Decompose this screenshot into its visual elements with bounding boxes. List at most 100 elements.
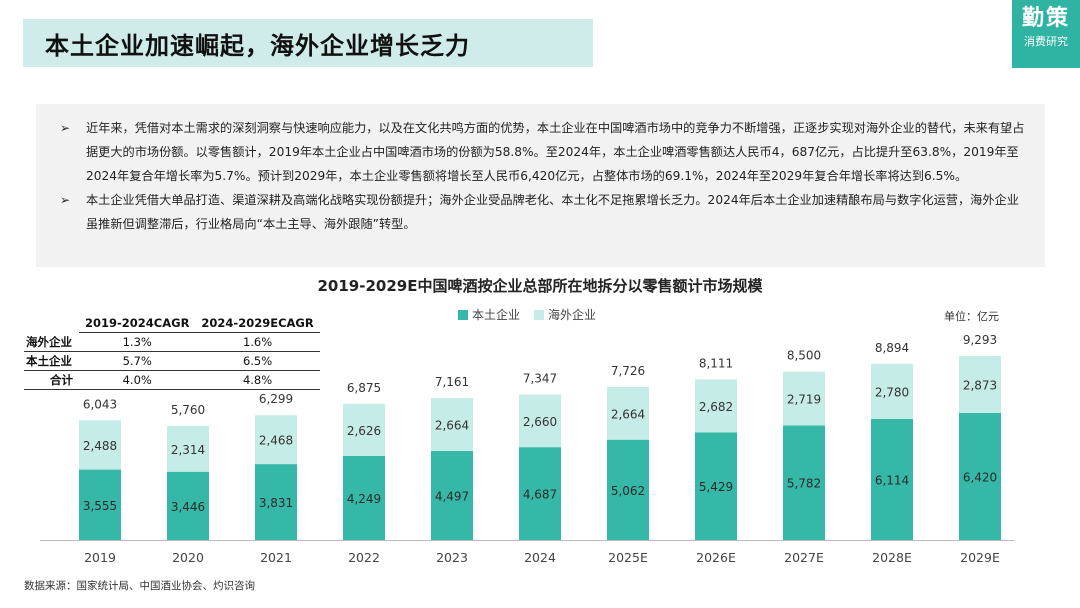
legend-label-foreign: 海外企业: [548, 308, 597, 322]
bar-foreign-2029E: [959, 355, 1001, 413]
bar-local-2027E: [783, 425, 825, 540]
data-label-total-2027E: 8,500: [787, 349, 821, 363]
data-label-local-2021: 3,831: [259, 496, 293, 510]
summary-bullet-1-text: 近年来，凭借对本土需求的深刻洞察与快速响应能力，以及在文化共鸣方面的优势，本土企…: [86, 121, 1025, 183]
bar-local-2022: [343, 455, 385, 540]
bar-foreign-2023: [431, 398, 473, 451]
cagr-header-2019-2024: 2019-2024CAGR: [79, 314, 196, 333]
data-label-local-2027E: 5,782: [787, 477, 821, 491]
cagr-row-local: 本土企业 5.7% 6.5%: [24, 351, 320, 371]
x-tick-label-2020: 2020: [172, 550, 204, 565]
data-label-local-2029E: 6,420: [963, 470, 997, 484]
data-label-foreign-2024: 2,660: [523, 415, 557, 429]
x-tick-label-2019: 2019: [84, 550, 116, 565]
data-label-foreign-2023: 2,664: [435, 419, 469, 433]
data-label-local-2023: 4,497: [435, 489, 469, 503]
bar-foreign-2024: [519, 394, 561, 448]
legend-item-local: 本土企业: [458, 306, 520, 323]
logo-main-text: 勤策: [1021, 6, 1070, 31]
bar-local-2025E: [607, 439, 649, 540]
legend-swatch-local: [458, 309, 468, 320]
chart-title: 2019-2029E中国啤酒按企业总部所在地拆分以零售额计市场规模: [317, 277, 763, 295]
bar-local-2029E: [959, 412, 1001, 540]
legend-swatch-foreign: [534, 309, 545, 320]
data-label-foreign-2029E: 2,873: [963, 378, 997, 392]
data-label-local-2028E: 6,114: [875, 473, 909, 487]
data-label-foreign-2022: 2,626: [347, 424, 381, 438]
summary-bullet-2: ➢ 本土企业凭借大单品打造、渠道深耕及高端化战略实现份额提升；海外企业受品牌老化…: [60, 188, 1025, 236]
bar-local-2021: [255, 464, 297, 540]
x-tick-label-2027E: 2027E: [784, 550, 824, 565]
data-label-foreign-2028E: 2,780: [875, 385, 909, 399]
summary-bullet-1: ➢ 近年来，凭借对本土需求的深刻洞察与快速响应能力，以及在文化共鸣方面的优势，本…: [60, 116, 1025, 188]
arrow-bullet-icon: ➢: [60, 121, 71, 135]
bar-foreign-2026E: [695, 379, 737, 433]
legend-label-local: 本土企业: [472, 308, 521, 322]
summary-box: ➢ 近年来，凭借对本土需求的深刻洞察与快速响应能力，以及在文化共鸣方面的优势，本…: [36, 104, 1045, 267]
cagr-cell: 4.0%: [79, 370, 196, 390]
data-label-foreign-2027E: 2,719: [787, 393, 821, 407]
cagr-cell: 5.7%: [79, 351, 196, 371]
data-label-local-2025E: 5,062: [611, 484, 645, 498]
data-label-local-2024: 4,687: [523, 488, 557, 502]
data-label-foreign-2026E: 2,682: [699, 400, 733, 414]
bar-foreign-2021: [255, 415, 297, 465]
data-label-foreign-2021: 2,468: [259, 434, 293, 448]
bar-foreign-2028E: [871, 363, 913, 419]
page-title: 本土企业加速崛起，海外企业增长乏力: [45, 31, 470, 60]
cagr-row-label: 本土企业: [24, 351, 79, 371]
bar-foreign-2022: [343, 403, 385, 456]
arrow-bullet-icon: ➢: [60, 193, 71, 207]
title-banner: 本土企业加速崛起，海外企业增长乏力: [23, 19, 593, 67]
legend-item-foreign: 海外企业: [534, 306, 596, 323]
cagr-table: 2019-2024CAGR 2024-2029ECAGR 海外企业 1.3% 1…: [24, 314, 320, 390]
cagr-cell: 1.3%: [79, 332, 196, 352]
bar-local-2019: [79, 469, 121, 540]
data-label-total-2028E: 8,894: [875, 341, 909, 355]
data-label-local-2020: 3,446: [171, 500, 205, 514]
data-source-note: 数据来源：国家统计局、中国酒业协会、灼识咨询: [24, 580, 255, 592]
unit-label: 单位：亿元: [944, 310, 999, 323]
bar-local-2024: [519, 447, 561, 540]
data-label-total-2022: 6,875: [347, 381, 381, 395]
chart-legend: 本土企业 海外企业: [458, 306, 610, 323]
data-label-total-2025E: 7,726: [611, 364, 645, 378]
bar-foreign-2019: [79, 420, 121, 470]
bar-local-2023: [431, 450, 473, 540]
bar-foreign-2025E: [607, 386, 649, 440]
data-label-total-2026E: 8,111: [699, 356, 733, 370]
cagr-row-label: 合计: [24, 370, 79, 390]
bar-local-2026E: [695, 432, 737, 540]
bar-foreign-2020: [167, 425, 209, 472]
x-tick-label-2026E: 2026E: [696, 550, 736, 565]
data-label-total-2020: 5,760: [171, 403, 205, 417]
data-label-total-2029E: 9,293: [963, 333, 997, 347]
data-label-total-2021: 6,299: [259, 392, 293, 406]
cagr-cell: 4.8%: [195, 370, 320, 390]
cagr-row-label: 海外企业: [24, 332, 79, 352]
bar-local-2020: [167, 471, 209, 540]
data-label-foreign-2025E: 2,664: [611, 407, 645, 421]
x-tick-label-2024: 2024: [524, 550, 556, 565]
x-tick-label-2022: 2022: [348, 550, 380, 565]
data-label-local-2026E: 5,429: [699, 480, 733, 494]
x-tick-label-2023: 2023: [436, 550, 468, 565]
bar-foreign-2027E: [783, 371, 825, 426]
cagr-row-foreign: 海外企业 1.3% 1.6%: [24, 332, 320, 352]
cagr-cell: 6.5%: [195, 351, 320, 371]
cagr-header-2024-2029: 2024-2029ECAGR: [195, 314, 320, 333]
cagr-row-total: 合计 4.0% 4.8%: [24, 370, 320, 390]
data-label-total-2019: 6,043: [83, 397, 117, 411]
x-tick-label-2025E: 2025E: [608, 550, 648, 565]
bar-local-2028E: [871, 418, 913, 540]
brand-logo: 勤策 消费研究: [1012, 0, 1080, 68]
x-tick-label-2028E: 2028E: [872, 550, 912, 565]
data-label-foreign-2020: 2,314: [171, 443, 205, 457]
x-tick-label-2021: 2021: [260, 550, 292, 565]
x-tick-label-2029E: 2029E: [960, 550, 1000, 565]
data-label-total-2023: 7,161: [435, 375, 469, 389]
data-label-local-2022: 4,249: [347, 492, 381, 506]
summary-bullet-2-text: 本土企业凭借大单品打造、渠道深耕及高端化战略实现份额提升；海外企业受品牌老化、本…: [86, 193, 1019, 231]
cagr-header-row: 2019-2024CAGR 2024-2029ECAGR: [24, 314, 320, 333]
